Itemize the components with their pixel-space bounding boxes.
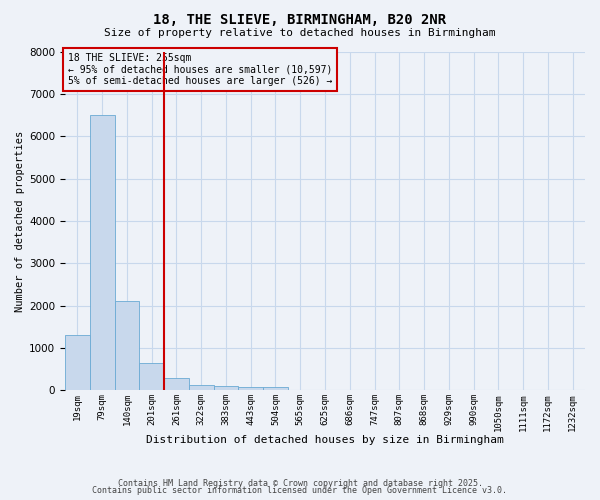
Text: Size of property relative to detached houses in Birmingham: Size of property relative to detached ho… bbox=[104, 28, 496, 38]
Y-axis label: Number of detached properties: Number of detached properties bbox=[15, 130, 25, 312]
Text: Contains HM Land Registry data © Crown copyright and database right 2025.: Contains HM Land Registry data © Crown c… bbox=[118, 478, 482, 488]
Bar bbox=[189, 386, 214, 390]
Text: 18 THE SLIEVE: 255sqm
← 95% of detached houses are smaller (10,597)
5% of semi-d: 18 THE SLIEVE: 255sqm ← 95% of detached … bbox=[68, 53, 332, 86]
Bar bbox=[90, 115, 115, 390]
Text: 18, THE SLIEVE, BIRMINGHAM, B20 2NR: 18, THE SLIEVE, BIRMINGHAM, B20 2NR bbox=[154, 12, 446, 26]
Bar bbox=[238, 388, 263, 390]
Bar bbox=[164, 378, 189, 390]
Bar bbox=[115, 302, 139, 390]
X-axis label: Distribution of detached houses by size in Birmingham: Distribution of detached houses by size … bbox=[146, 435, 504, 445]
Bar bbox=[65, 336, 90, 390]
Bar bbox=[263, 388, 288, 390]
Bar bbox=[214, 386, 238, 390]
Bar bbox=[139, 363, 164, 390]
Text: Contains public sector information licensed under the Open Government Licence v3: Contains public sector information licen… bbox=[92, 486, 508, 495]
